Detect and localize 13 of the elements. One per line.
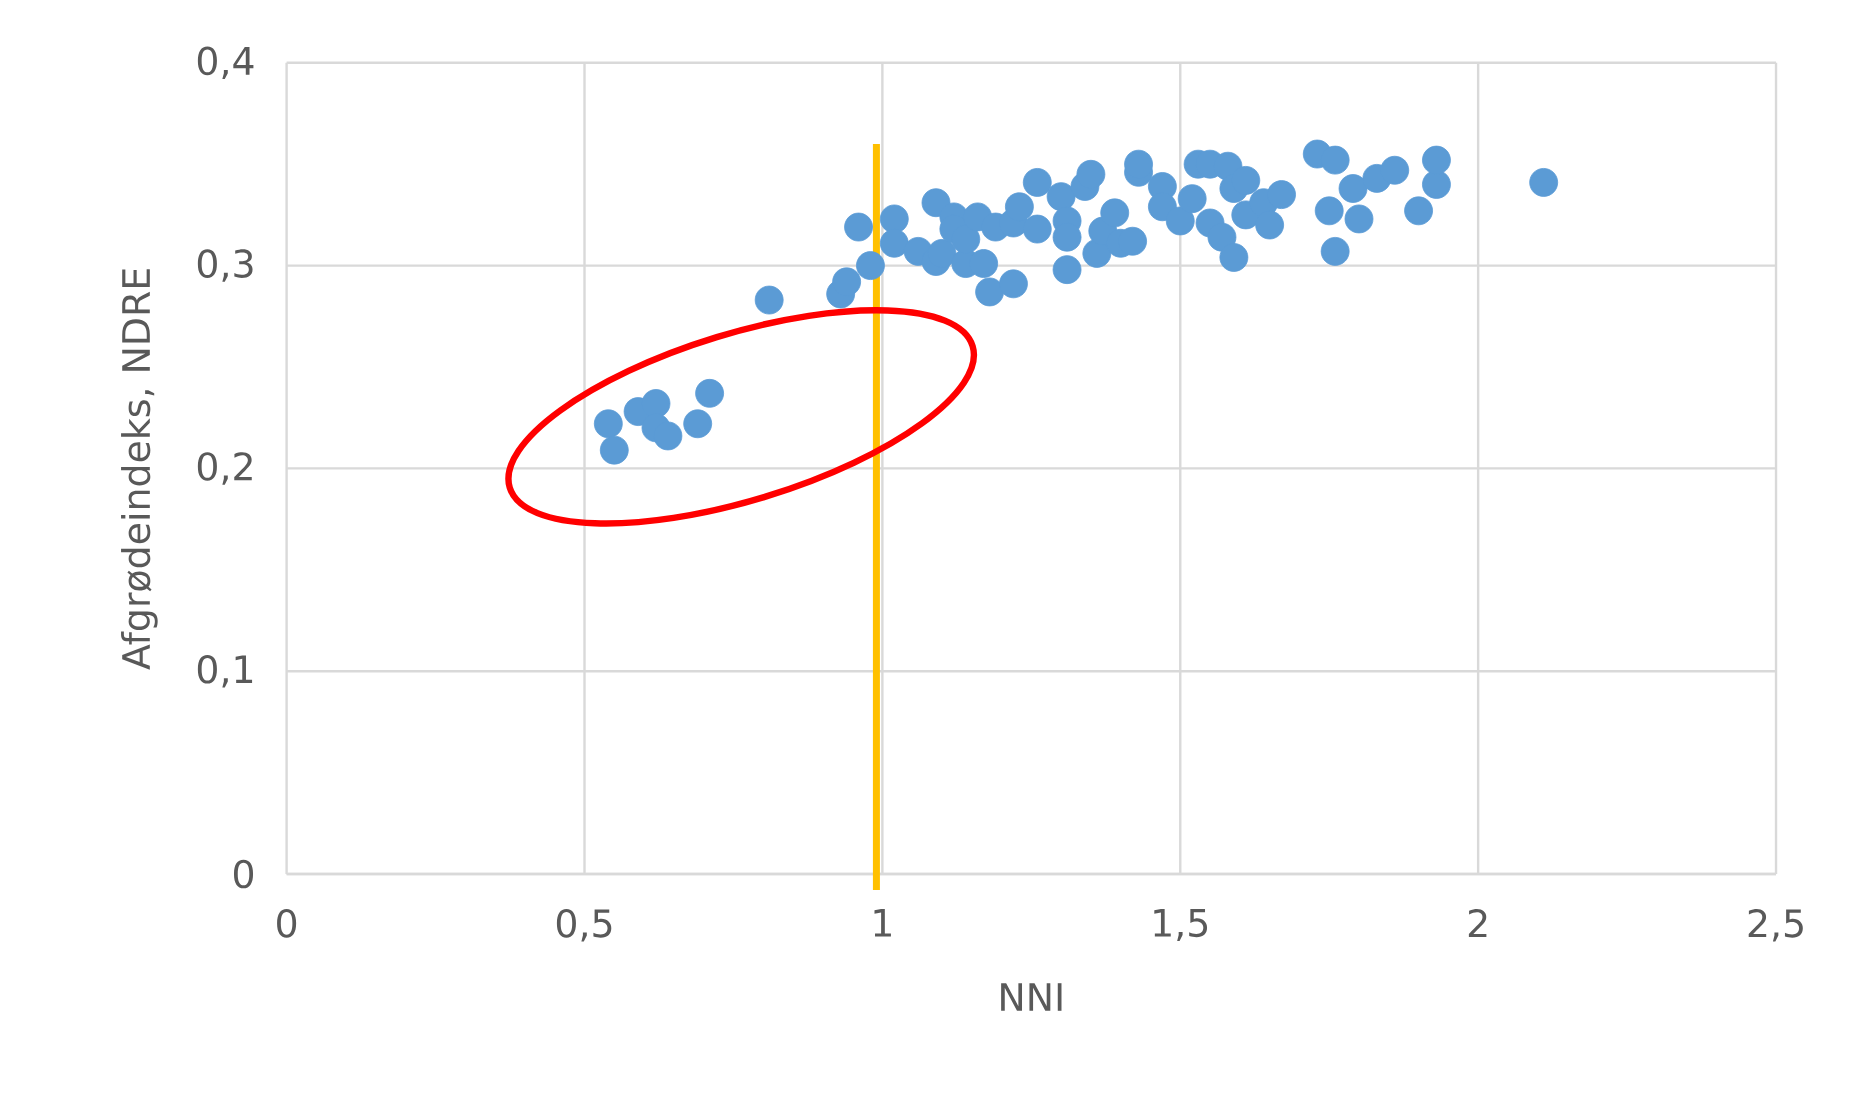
y-tick-label: 0,3 bbox=[197, 249, 253, 282]
x-tick-label: 2 bbox=[1468, 909, 1487, 938]
x-tick-label: 0 bbox=[277, 909, 297, 938]
x-axis-title: NNI bbox=[1001, 983, 1062, 1011]
y-tick-label: 0,4 bbox=[197, 46, 254, 80]
y-axis-title: Afgrødeindeks, NDRE bbox=[121, 269, 158, 670]
x-tick-label: 0,5 bbox=[556, 909, 612, 942]
y-tick-label: 0,2 bbox=[197, 452, 252, 485]
x-tick-label: 1 bbox=[874, 909, 891, 937]
x-tick-label: 1,5 bbox=[1154, 909, 1208, 942]
y-tick-label: 0 bbox=[233, 859, 254, 889]
x-tick-label: 2,5 bbox=[1748, 909, 1803, 942]
y-tick-label: 0,1 bbox=[197, 654, 253, 688]
